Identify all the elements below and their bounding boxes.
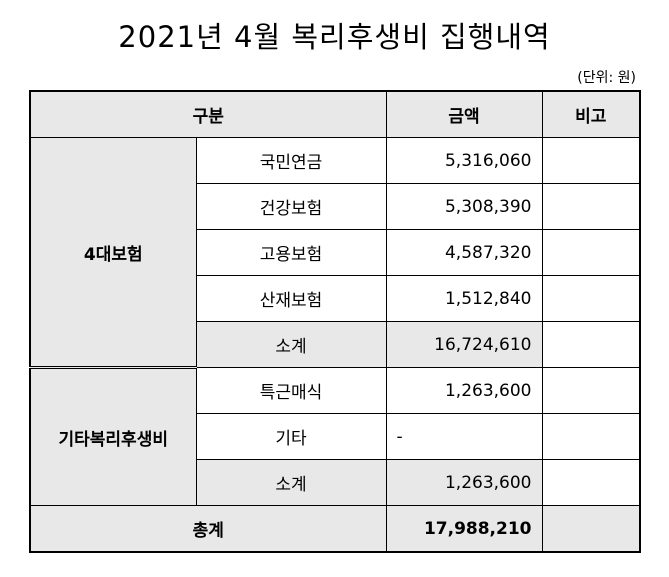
item-amount: 5,316,060	[385, 137, 543, 184]
unit-note: (단위: 원)	[577, 70, 636, 86]
document-title: 2021년 4월 복리후생비 집행내역	[118, 20, 551, 54]
subtotal-remark	[541, 321, 641, 368]
subtotal-remark	[541, 459, 641, 506]
item-label: 고용보험	[195, 229, 387, 276]
total-remark	[541, 505, 641, 553]
item-remark	[541, 367, 641, 414]
item-remark	[541, 229, 641, 276]
item-remark	[541, 275, 641, 322]
item-label: 국민연금	[195, 137, 387, 184]
item-label: 건강보험	[195, 183, 387, 230]
expense-table: 구분 금액 비고 4대보험 국민연금 5,316,060 건강보험 5,308,…	[29, 90, 641, 553]
total-amount: 17,988,210	[385, 505, 543, 553]
item-label: 산재보험	[195, 275, 387, 322]
item-amount: 1,263,600	[385, 367, 543, 414]
subtotal-amount: 16,724,610	[385, 321, 543, 368]
item-remark	[541, 183, 641, 230]
item-remark	[541, 137, 641, 184]
item-amount: 4,587,320	[385, 229, 543, 276]
subtotal-amount: 1,263,600	[385, 459, 543, 506]
table-row: 4대보험 국민연금 5,316,060	[29, 137, 641, 368]
table-row: 고용보험 4,587,320	[30, 229, 641, 276]
item-amount: 1,512,840	[385, 275, 543, 322]
header-row: 구분 금액 비고	[29, 90, 641, 138]
subtotal-row: 소계 1,263,600	[30, 459, 641, 506]
item-amount: 5,308,390	[385, 183, 543, 230]
item-remark	[541, 413, 641, 460]
total-label: 총계	[29, 505, 387, 553]
table-row: 건강보험 5,308,390	[30, 183, 641, 230]
total-row: 총계 17,988,210	[29, 505, 641, 553]
item-label: 특근매식	[195, 367, 387, 414]
table-row: 기타복리후생비 특근매식 1,263,600	[29, 366, 641, 506]
group-label: 기타복리후생비	[29, 366, 197, 506]
header-remarks: 비고	[541, 90, 641, 138]
table-row: 기타 -	[30, 413, 641, 460]
subtotal-label: 소계	[195, 321, 387, 368]
header-category: 구분	[29, 90, 387, 138]
subtotal-row: 소계 16,724,610	[30, 321, 641, 368]
header-amount: 금액	[385, 90, 543, 138]
group-label: 4대보험	[29, 137, 197, 368]
subtotal-label: 소계	[195, 459, 387, 506]
item-label: 기타	[195, 413, 387, 460]
item-amount: -	[385, 413, 543, 460]
table-row: 산재보험 1,512,840	[30, 275, 641, 322]
